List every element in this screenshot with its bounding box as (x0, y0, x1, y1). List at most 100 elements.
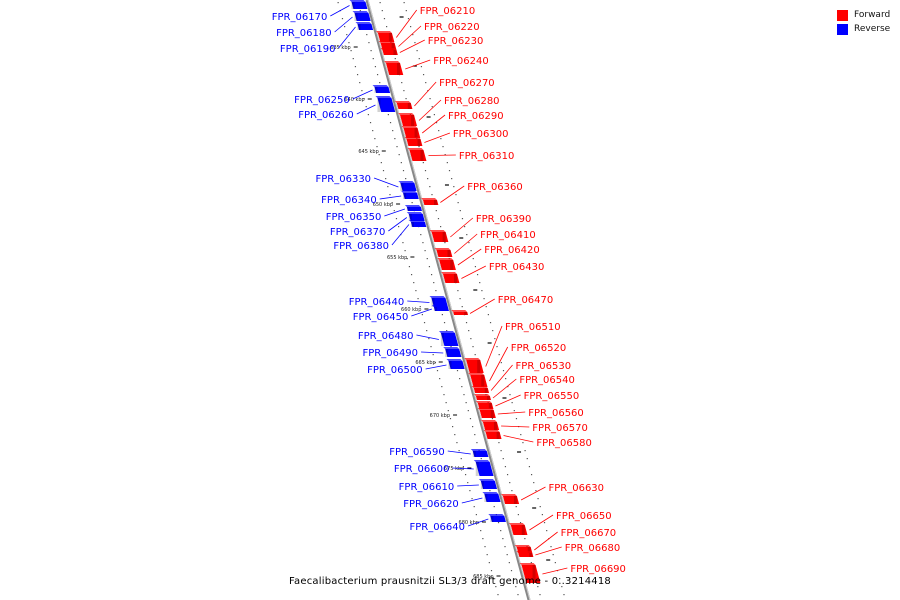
leader-line (520, 486, 546, 501)
gene-body (403, 193, 419, 199)
leader-line (467, 518, 489, 527)
gene-top-face (477, 408, 494, 410)
guide-dot (446, 330, 448, 332)
gene-top-face (407, 148, 424, 150)
guide-dot (472, 258, 474, 260)
genome-backbone (365, 0, 531, 600)
guide-dot (403, 90, 405, 92)
guide-dot (541, 514, 543, 516)
gene-label: FPR_06410 (480, 230, 536, 241)
gene-shade (400, 183, 404, 191)
guide-dot (467, 410, 469, 412)
leader-line (411, 308, 433, 317)
gene-body (433, 307, 449, 311)
leader-line (388, 217, 408, 232)
guide-dot (411, 202, 413, 204)
guide-dot (484, 546, 486, 548)
leader-line (495, 394, 521, 407)
forward-gene: FPR_06510 (464, 322, 561, 373)
guide-dot (539, 594, 541, 596)
gene-top-face (380, 48, 397, 50)
guide-dot (376, 146, 378, 148)
gene-body (354, 13, 371, 21)
gene-label: FPR_06640 (409, 522, 465, 533)
guide-dot (422, 74, 425, 76)
guide-dot (469, 418, 472, 420)
guide-dot (374, 138, 376, 140)
gene-label: FPR_06570 (532, 423, 588, 434)
gene-top-face (401, 191, 418, 193)
guide-dot (500, 450, 502, 452)
guide-dot (418, 58, 420, 60)
guide-dot (488, 562, 490, 564)
gene-label: FPR_06290 (448, 111, 504, 122)
guide-dot (476, 442, 478, 444)
gene-shade (472, 451, 476, 457)
gene-top-face (508, 523, 525, 525)
gene-shade (464, 312, 468, 315)
gene-top-face (398, 181, 415, 183)
leader-line (398, 25, 422, 47)
gene-body (409, 150, 427, 161)
gene-shade (393, 50, 397, 55)
gene-top-face (434, 248, 451, 250)
reverse-gene: FPR_06490 (362, 347, 462, 359)
guide-dot (468, 330, 470, 332)
kbp-tick-label: 650 kbp (373, 202, 393, 208)
guide-dot (459, 378, 461, 380)
gene-label: FPR_06490 (362, 348, 418, 359)
gene-top-face (483, 430, 500, 432)
gene-shade (434, 200, 437, 205)
guide-dot (431, 194, 433, 196)
guide-dot (497, 594, 499, 596)
gene-shade (377, 98, 381, 112)
gene-top-face (355, 22, 372, 24)
guide-dot (511, 490, 513, 492)
backbone-highlight (367, 0, 531, 600)
gene-shade (414, 128, 418, 138)
gene-top-face (404, 205, 421, 207)
guide-dot (465, 322, 468, 324)
guide-dot (506, 474, 509, 476)
guide-dot (468, 242, 470, 244)
guide-dot (474, 354, 476, 356)
guide-dot (432, 354, 434, 356)
guide-dot (502, 458, 504, 460)
guide-dot (530, 562, 532, 564)
guide-dot (493, 578, 495, 580)
guide-dot (398, 154, 400, 156)
forward-gene: FPR_06650 (508, 511, 612, 535)
kbp-ticks: 635 kbp 640 kbp 645 kbp 650 kbp 655 kbp 660 k… (330, 16, 551, 580)
guide-dot (455, 194, 457, 196)
forward-gene: FPR_06470 (451, 295, 553, 315)
reverse-gene: FPR_06610 (399, 479, 498, 493)
gene-shade (431, 298, 435, 307)
guide-dot (476, 274, 479, 276)
guide-dot (508, 562, 510, 564)
guide-dot (449, 418, 452, 420)
gene-shade (406, 207, 410, 211)
guide-dot (485, 306, 487, 308)
leader-line (503, 435, 534, 443)
gene-body (521, 565, 541, 583)
guide-dot (524, 450, 526, 452)
guide-dot (502, 370, 505, 372)
forward-gene: FPR_06690 (519, 563, 626, 583)
gene-shade (408, 214, 412, 221)
guide-dot (416, 50, 418, 52)
gene-body (453, 312, 469, 315)
forward-gene: FPR_06550 (475, 391, 579, 409)
guide-dot (436, 370, 439, 372)
forward-gene: FPR_06390 (429, 214, 531, 242)
gene-top-face (375, 31, 392, 33)
guide-dot (407, 18, 410, 20)
guide-dot (413, 282, 415, 284)
gene-shade (486, 396, 490, 400)
leader-line (461, 265, 487, 279)
guide-dot (408, 266, 411, 268)
guide-dot (462, 466, 465, 468)
guide-dot (441, 386, 443, 388)
gene-top-face (352, 11, 369, 13)
gene-top-face (514, 545, 531, 547)
leader-line (416, 334, 439, 340)
